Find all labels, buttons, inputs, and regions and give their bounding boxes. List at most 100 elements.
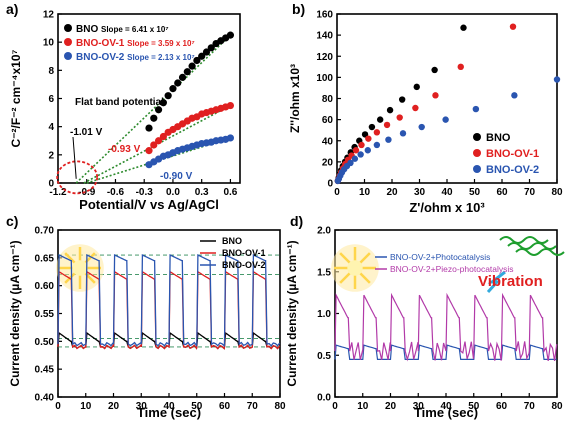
data-point bbox=[460, 24, 467, 31]
y-tick-label: 120 bbox=[316, 52, 333, 63]
y-tick-label: 0.0 bbox=[317, 393, 331, 404]
data-point bbox=[457, 63, 464, 71]
data-point bbox=[364, 147, 371, 154]
vibration-wave-icon bbox=[499, 236, 549, 244]
y-tick-label: 12 bbox=[43, 10, 55, 21]
x-tick-label: -0.3 bbox=[136, 187, 154, 198]
data-point bbox=[198, 52, 206, 60]
legend-marker bbox=[473, 149, 481, 157]
x-axis-label: Time (sec) bbox=[414, 405, 478, 420]
data-point bbox=[396, 114, 403, 121]
series-line bbox=[334, 292, 558, 362]
x-tick-label: 10 bbox=[80, 401, 92, 412]
x-tick-label: 70 bbox=[247, 401, 259, 412]
legend-label: BNO-OV-2+Photocatalysis bbox=[390, 252, 490, 262]
data-point bbox=[432, 92, 439, 99]
data-point bbox=[386, 106, 394, 114]
y-axis-label: Z''/ohm x10³ bbox=[288, 64, 302, 133]
y-tick-label: 140 bbox=[316, 31, 333, 42]
legend-label: BNO-OV-1 Slope = 3.59 x 10⁷ bbox=[76, 38, 195, 49]
legend-label: BNO-OV-2 bbox=[486, 164, 539, 176]
data-point bbox=[207, 44, 215, 52]
data-point bbox=[399, 130, 407, 137]
x-axis-label: Z'/ohm x 10³ bbox=[409, 200, 485, 215]
y-tick-label: 160 bbox=[316, 10, 333, 21]
y-axis-label: C⁻²/F⁻² cm⁻⁴x10⁷ bbox=[9, 50, 23, 148]
panel-a: a) -1.2 -0.9 -0.6 -0.3 0.0 0.3 0.6 0 2 4 6 8 10 12 Pote… bbox=[6, 1, 241, 212]
x-tick-label: 80 bbox=[551, 401, 563, 412]
y-tick-label: 0.65 bbox=[35, 253, 55, 264]
y-tick-label: 60 bbox=[322, 115, 334, 126]
y-tick-label: 40 bbox=[322, 136, 334, 147]
sun-icon bbox=[72, 260, 88, 276]
data-point bbox=[352, 147, 360, 154]
data-point bbox=[398, 96, 406, 103]
data-point bbox=[188, 62, 196, 70]
data-point bbox=[509, 23, 517, 30]
data-point bbox=[351, 155, 359, 162]
x-tick-label: 60 bbox=[496, 187, 508, 198]
annotation-arrow bbox=[72, 136, 77, 179]
legend-label: BNO-OV-2 Slope = 2.13 x 10⁷ bbox=[76, 52, 195, 63]
x-tick-label: 40 bbox=[440, 401, 452, 412]
x-tick-label: 80 bbox=[274, 401, 286, 412]
data-point bbox=[365, 135, 372, 142]
y-tick-label: 1.5 bbox=[317, 267, 331, 278]
x-tick-label: 0 bbox=[55, 401, 61, 412]
legend-marker bbox=[64, 38, 72, 46]
series-line bbox=[334, 344, 557, 360]
panel-label: d) bbox=[290, 213, 303, 229]
data-point bbox=[373, 141, 381, 149]
x-tick-label: 60 bbox=[496, 401, 508, 412]
data-point bbox=[368, 123, 376, 131]
annotation-flat-band: Flat band potential bbox=[75, 97, 164, 108]
data-point bbox=[347, 159, 354, 167]
panel-label: b) bbox=[292, 1, 305, 17]
y-tick-label: 0.5 bbox=[317, 351, 331, 362]
series-line bbox=[57, 253, 281, 347]
data-point bbox=[154, 137, 163, 145]
data-point bbox=[174, 79, 182, 87]
x-tick-label: 20 bbox=[386, 187, 398, 198]
y-tick-label: 80 bbox=[322, 94, 334, 105]
y-tick-label: 0 bbox=[48, 179, 54, 190]
x-tick-label: -0.9 bbox=[78, 187, 96, 198]
x-tick-label: 30 bbox=[413, 401, 425, 412]
legend-marker bbox=[473, 133, 481, 141]
y-tick-label: 0.50 bbox=[35, 337, 55, 348]
annotation-v3: -0.90 V bbox=[160, 171, 193, 182]
data-point bbox=[164, 92, 172, 100]
y-tick-label: 0.70 bbox=[35, 226, 55, 237]
y-tick-label: 20 bbox=[322, 157, 334, 168]
vibration-wave-icon bbox=[515, 248, 565, 256]
x-tick-label: 0.3 bbox=[195, 187, 209, 198]
x-tick-label: 10 bbox=[359, 187, 371, 198]
x-tick-label: 80 bbox=[551, 187, 563, 198]
data-point bbox=[511, 92, 518, 99]
y-tick-label: 0 bbox=[327, 179, 333, 190]
vibration-label: Vibration bbox=[478, 273, 543, 290]
data-point bbox=[358, 141, 365, 149]
legend-label: BNO bbox=[222, 236, 242, 246]
legend-marker bbox=[64, 52, 72, 60]
x-tick-label: 60 bbox=[219, 401, 231, 412]
data-point bbox=[169, 85, 177, 93]
legend-label: BNO bbox=[486, 132, 511, 144]
panel-b: b) 0 10 20 30 40 50 60 70 80 0 20 40 60 80 100 120 140 160… bbox=[288, 1, 563, 215]
data-point bbox=[553, 76, 561, 83]
x-tick-label: 40 bbox=[163, 401, 175, 412]
data-point bbox=[226, 134, 235, 142]
panel-label: a) bbox=[6, 1, 18, 17]
data-point bbox=[193, 56, 201, 65]
x-tick-label: 70 bbox=[524, 187, 536, 198]
data-point bbox=[383, 121, 391, 129]
annotation-circle bbox=[56, 160, 99, 195]
data-point bbox=[183, 68, 191, 76]
y-tick-label: 0.45 bbox=[35, 365, 55, 376]
data-point bbox=[145, 124, 153, 132]
legend-label: BNO-OV-2 bbox=[222, 260, 266, 270]
data-point bbox=[154, 106, 163, 114]
data-point bbox=[357, 151, 364, 158]
x-tick-label: -0.6 bbox=[107, 187, 125, 198]
